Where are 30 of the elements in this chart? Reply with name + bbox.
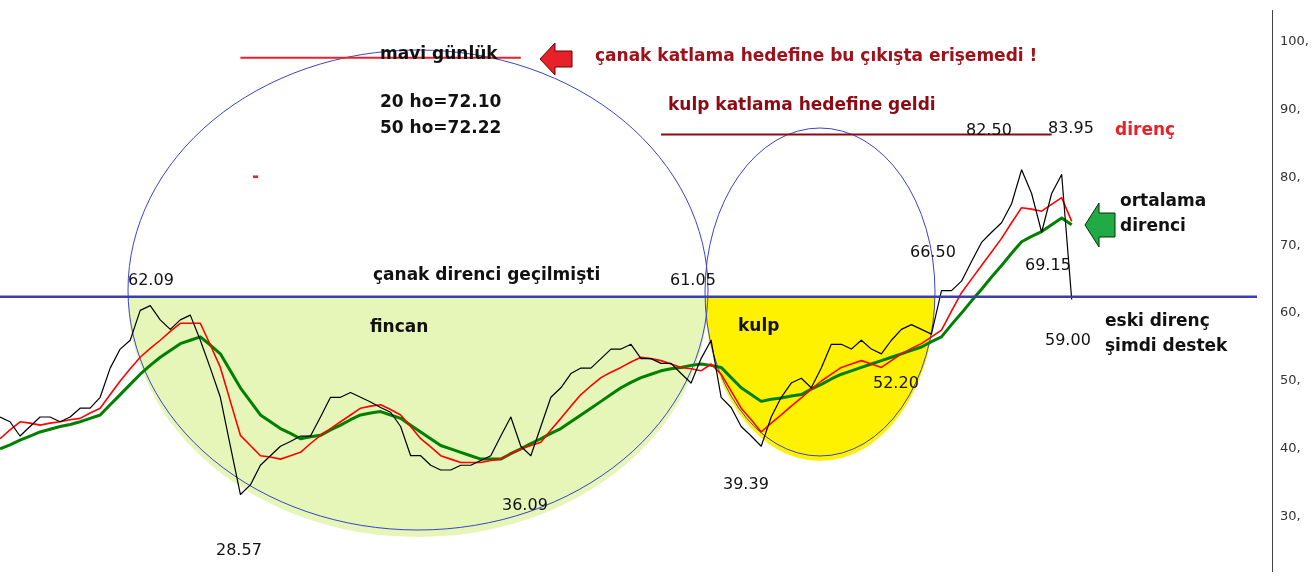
annotation: şimdi destek <box>1105 335 1229 356</box>
annotation: çanak direnci geçilmişti <box>373 264 601 285</box>
annotation: kulp <box>738 315 780 336</box>
annotation: çanak katlama hedefine bu çıkışta erişemedi ! <box>595 45 1038 66</box>
annotation: fincan <box>370 316 429 337</box>
annotation: 20 ho=72.10 <box>380 91 502 112</box>
annotation: 36.09 <box>502 495 548 515</box>
annotation: 50 ho=72.22 <box>380 117 502 138</box>
annotation: 52.20 <box>873 373 919 393</box>
annotation: direnç <box>1115 119 1176 140</box>
annotation: ortalama <box>1120 190 1207 211</box>
y-tick-label: 100, <box>1280 32 1309 48</box>
annotation: 82.50 <box>966 120 1012 140</box>
annotation: kulp katlama hedefine geldi <box>668 94 936 115</box>
annotation: 66.50 <box>910 242 956 262</box>
annotation: direnci <box>1120 215 1186 236</box>
annotation: eski direnç <box>1105 310 1210 331</box>
annotation: 83.95 <box>1048 118 1094 138</box>
annotation: 62.09 <box>128 270 174 290</box>
annotation: - <box>252 166 260 187</box>
y-tick-label: 30, <box>1280 508 1301 524</box>
y-tick-label: 90, <box>1280 100 1301 116</box>
annotation: 28.57 <box>216 540 262 560</box>
y-tick-label: 70, <box>1280 236 1301 252</box>
y-tick-label: 50, <box>1280 372 1301 388</box>
annotation: 59.00 <box>1045 330 1091 350</box>
y-tick-label: 80, <box>1280 168 1301 184</box>
y-tick-label: 40, <box>1280 440 1301 456</box>
y-tick-label: 60, <box>1280 304 1301 320</box>
annotation: 39.39 <box>723 474 769 494</box>
